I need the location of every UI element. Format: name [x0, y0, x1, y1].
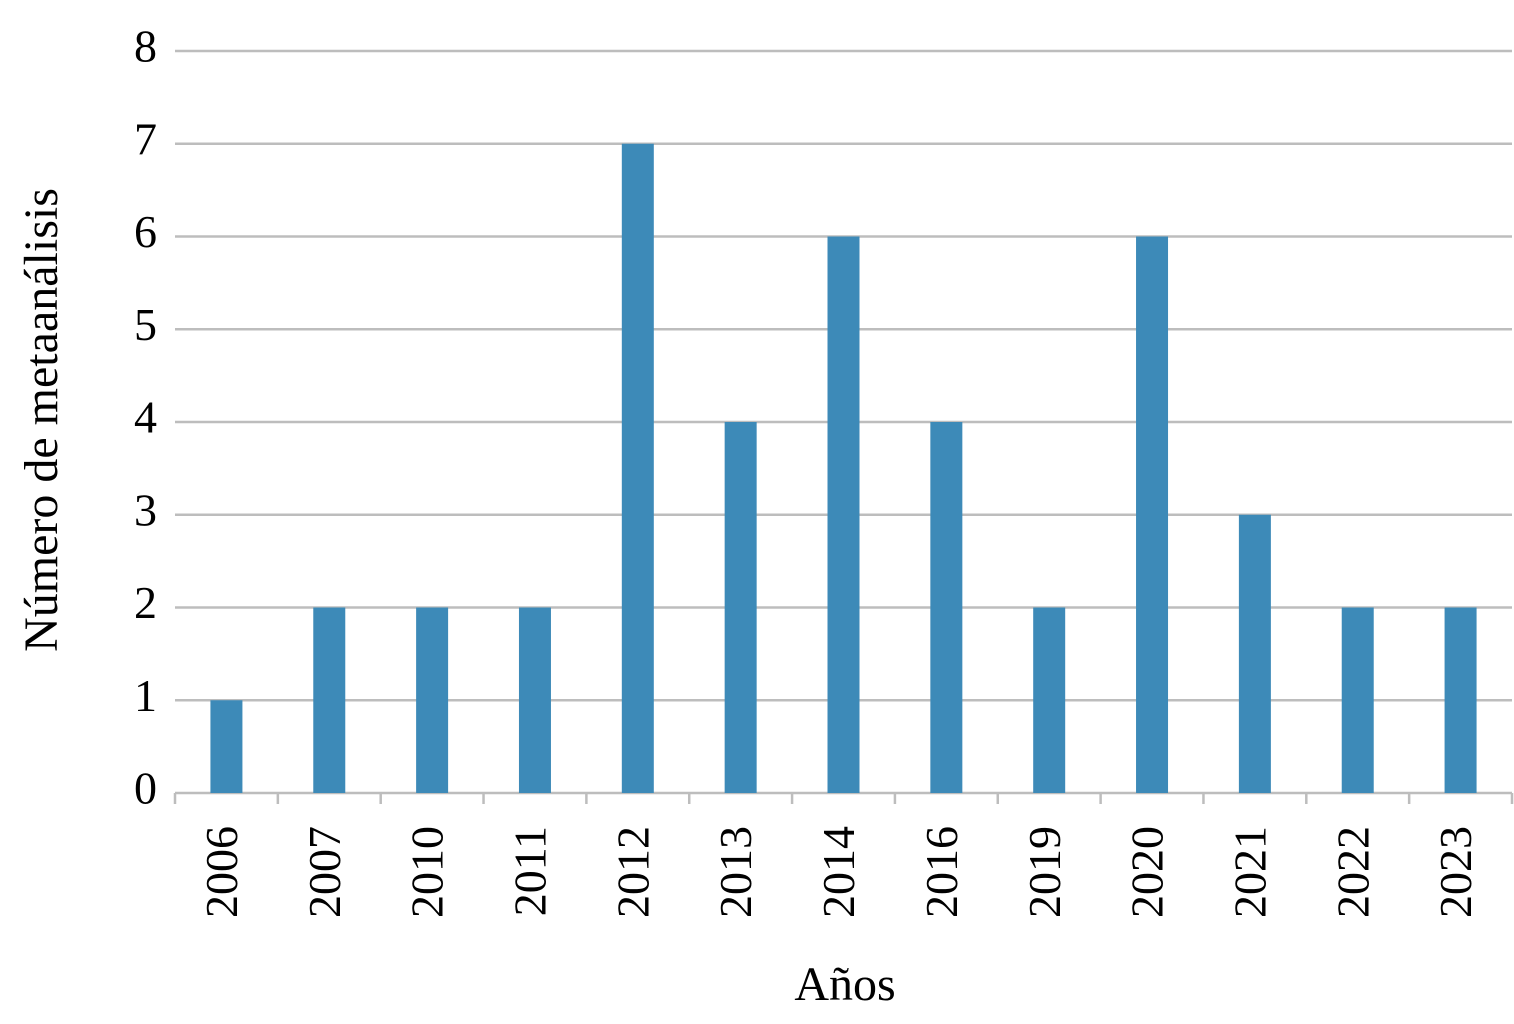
- x-tick-label: 2006: [196, 826, 247, 918]
- y-tick-label: 4: [134, 392, 157, 443]
- y-tick-label: 1: [134, 670, 157, 721]
- bar: [1238, 514, 1271, 793]
- x-tick-label: 2007: [299, 826, 350, 918]
- x-tick-label: 2020: [1122, 826, 1173, 918]
- bar: [930, 422, 963, 793]
- bar: [1341, 607, 1374, 793]
- x-tick-label: 2014: [813, 826, 864, 918]
- x-tick-label: 2021: [1224, 826, 1275, 918]
- bar: [621, 143, 654, 793]
- x-tick-label: 2023: [1430, 826, 1481, 918]
- bar: [1136, 236, 1169, 793]
- y-tick-label: 7: [134, 113, 157, 164]
- y-tick-label: 0: [134, 763, 157, 814]
- y-tick-label: 8: [134, 21, 157, 72]
- y-axis-title: Número de metaanálisis: [15, 188, 68, 652]
- x-tick-label: 2016: [916, 826, 967, 918]
- bar: [1444, 607, 1477, 793]
- bar: [827, 236, 860, 793]
- bar: [313, 607, 346, 793]
- bar: [518, 607, 551, 793]
- x-tick-label: 2019: [1019, 826, 1070, 918]
- bar: [210, 700, 243, 793]
- bar: [724, 422, 757, 793]
- x-tick-label: 2011: [505, 826, 556, 916]
- bar: [416, 607, 449, 793]
- y-tick-label: 5: [134, 299, 157, 350]
- y-tick-label: 6: [134, 206, 157, 257]
- y-tick-label: 3: [134, 484, 157, 535]
- bar: [1033, 607, 1066, 793]
- x-tick-label: 2013: [710, 826, 761, 918]
- x-tick-label: 2010: [402, 826, 453, 918]
- x-tick-label: 2022: [1327, 826, 1378, 918]
- y-tick-label: 2: [134, 577, 157, 628]
- x-tick-label: 2012: [607, 826, 658, 918]
- x-axis-title: Años: [794, 958, 895, 1011]
